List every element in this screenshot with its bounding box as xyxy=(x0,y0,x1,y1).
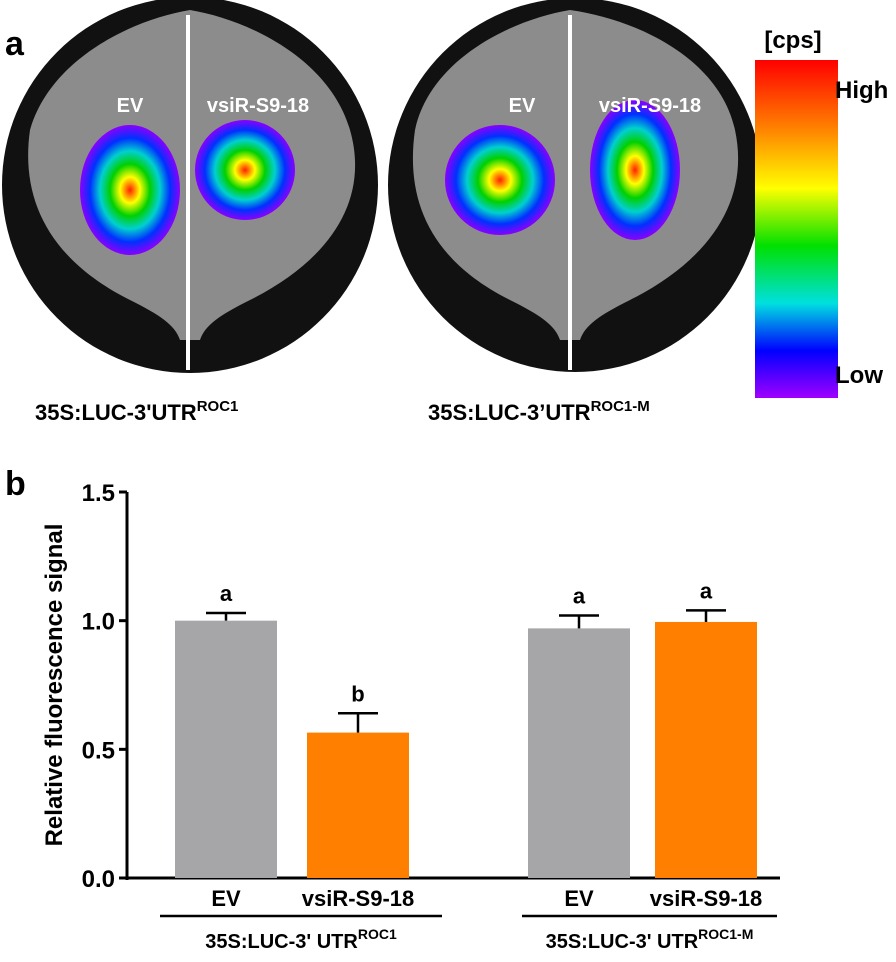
significance-letter: a xyxy=(700,578,713,603)
y-tick-label: 1.5 xyxy=(82,480,115,507)
x-tick-label: vsiR-S9-18 xyxy=(650,886,763,911)
significance-letter: a xyxy=(220,581,233,606)
bar xyxy=(307,732,409,878)
bar xyxy=(655,621,757,878)
image-caption: 35S:LUC-3’UTRROC1-M xyxy=(428,398,650,425)
y-tick-label: 1.0 xyxy=(82,609,115,636)
image-label: vsiR-S9-18 xyxy=(599,95,701,117)
y-tick-label: 0.5 xyxy=(82,737,115,764)
error-bar xyxy=(338,712,378,733)
group-label-sup: ROC1 xyxy=(358,926,397,942)
image-label: EV xyxy=(117,95,144,117)
image-caption: 35S:LUC-3'UTRROC1 xyxy=(35,398,238,425)
colorbar-high: High xyxy=(835,77,888,104)
error-bar xyxy=(559,614,599,629)
significance-letter: b xyxy=(351,681,364,706)
y-axis-label: Relative fluorescence signal xyxy=(41,524,68,847)
x-tick-label: vsiR-S9-18 xyxy=(302,886,415,911)
error-bar xyxy=(686,609,726,622)
colorbar-low: Low xyxy=(835,362,883,389)
significance-letter: a xyxy=(573,584,586,609)
group-label-sup: ROC1-M xyxy=(698,926,753,942)
image-label: vsiR-S9-18 xyxy=(207,95,309,117)
x-tick-label: EV xyxy=(564,886,594,911)
bar xyxy=(175,620,277,878)
leaf-image xyxy=(2,0,378,373)
group-label: 35S:LUC-3' UTRROC1-M xyxy=(546,926,754,953)
group-label: 35S:LUC-3' UTRROC1 xyxy=(205,926,397,953)
x-tick-label: EV xyxy=(211,886,241,911)
leaf-image xyxy=(388,0,762,372)
y-tick-label: 0.0 xyxy=(82,866,115,893)
panel-label: a xyxy=(5,25,25,63)
colorbar xyxy=(755,60,838,398)
error-bar xyxy=(206,611,246,621)
group-label-text: 35S:LUC-3' UTR xyxy=(205,931,358,953)
colorbar-unit: [cps] xyxy=(764,27,821,54)
bar xyxy=(528,628,630,878)
image-label: EV xyxy=(509,95,536,117)
group-label-text: 35S:LUC-3' UTR xyxy=(546,931,699,953)
panel-label: b xyxy=(5,465,26,503)
